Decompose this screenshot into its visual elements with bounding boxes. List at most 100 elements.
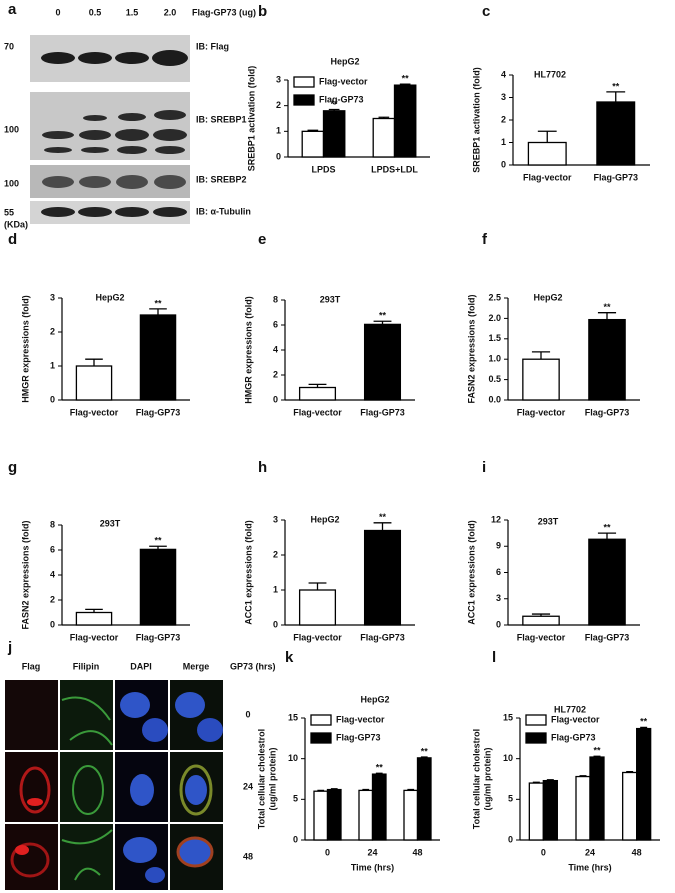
treatment-label: Flag-GP73 (ug): [192, 7, 256, 17]
error-bar: [330, 788, 338, 790]
y-axis-label: Total cellular cholestrol: [471, 729, 481, 829]
panel-label: l: [492, 649, 496, 666]
error-bar: [399, 83, 411, 86]
significance-label: **: [154, 536, 162, 546]
legend-label: Flag-vector: [336, 714, 385, 724]
x-tick-label: Flag-GP73: [593, 172, 638, 182]
y-axis-label: FASN2 expressions (fold): [20, 520, 30, 629]
y-tick-label: 0: [273, 394, 278, 404]
bar: [139, 314, 177, 401]
bar: [622, 771, 638, 841]
significance-label: **: [331, 99, 339, 109]
legend-swatch: [293, 94, 315, 106]
bar: [313, 790, 329, 841]
marker-label: 100: [4, 178, 19, 188]
y-tick-label: 2: [50, 326, 55, 336]
bar: [588, 538, 626, 626]
y-tick-label: 3: [50, 292, 55, 302]
bar: [588, 318, 626, 401]
error-bar: [373, 522, 392, 531]
y-tick-label: 0: [496, 619, 501, 629]
legend-label: Flag-GP73: [336, 732, 381, 742]
y-tick-label: 8: [50, 519, 55, 529]
y-tick-label: 4: [501, 69, 506, 79]
row-label: IB: α-Tubulin: [196, 206, 251, 216]
time-label: 48: [243, 851, 253, 861]
bar: [75, 365, 113, 401]
bar: [589, 756, 605, 841]
y-tick-label: 5: [293, 794, 298, 804]
significance-label: **: [603, 523, 611, 533]
y-tick-label: 12: [491, 514, 501, 524]
error-bar: [307, 129, 319, 132]
error-bar: [626, 771, 634, 773]
y-tick-label: 1: [501, 137, 506, 147]
panel-label: k: [285, 649, 294, 666]
y-tick-label: 10: [503, 753, 513, 763]
error-bar: [579, 775, 587, 777]
x-tick-label: Flag-GP73: [360, 632, 405, 642]
y-tick-label: 0: [501, 159, 506, 169]
panel-label: i: [482, 459, 486, 476]
bar: [322, 110, 346, 158]
marker-label: 100: [4, 124, 19, 134]
error-bar: [546, 779, 554, 781]
panel-label: f: [482, 231, 488, 248]
x-tick-label: Flag-vector: [517, 632, 566, 642]
y-tick-label: 0.5: [488, 374, 501, 384]
y-axis-label: Total cellular cholestrol: [256, 729, 266, 829]
y-tick-label: 0: [50, 394, 55, 404]
y-tick-label: 2: [273, 369, 278, 379]
time-header: GP73 (hrs): [230, 661, 276, 671]
y-tick-label: 1: [276, 126, 281, 136]
bar: [75, 611, 113, 626]
time-label: 0: [245, 709, 250, 719]
bar: [393, 84, 417, 158]
bar: [358, 789, 374, 841]
error-bar: [149, 308, 167, 315]
significance-label: **: [593, 746, 601, 756]
error-bar: [532, 781, 540, 784]
significance-label: **: [376, 763, 384, 773]
x-tick-label: 48: [412, 847, 422, 857]
chart-title: HepG2: [310, 514, 339, 524]
y-tick-label: 2.5: [488, 292, 501, 302]
blot-bands: [42, 175, 186, 189]
x-tick-label: Flag-GP73: [136, 407, 181, 417]
y-tick-label: 0: [273, 619, 278, 629]
dose-label: 1.5: [126, 7, 139, 17]
legend-label: Flag-GP73: [319, 94, 364, 104]
bar: [372, 117, 396, 158]
bar: [298, 386, 337, 401]
bar: [528, 782, 544, 841]
y-tick-label: 4: [50, 569, 55, 579]
bar: [363, 529, 402, 626]
y-tick-label: 1: [273, 584, 278, 594]
x-tick-label: 48: [632, 847, 642, 857]
chart-title: HepG2: [95, 292, 124, 302]
error-bar: [375, 772, 383, 775]
error-bar: [593, 755, 601, 758]
error-bar: [362, 788, 370, 791]
y-tick-label: 3: [273, 514, 278, 524]
column-label: Merge: [183, 661, 210, 671]
significance-label: **: [154, 298, 162, 308]
error-bar: [531, 613, 551, 617]
bar: [371, 773, 387, 841]
row-label: IB: Flag: [196, 41, 229, 51]
bar: [542, 779, 558, 841]
y-tick-label: 2: [50, 594, 55, 604]
y-tick-label: 0: [276, 151, 281, 161]
y-axis-label: ACC1 expressions (fold): [243, 520, 253, 625]
error-bar: [531, 351, 551, 360]
y-tick-label: 1.0: [488, 354, 501, 364]
y-tick-label: 6: [273, 319, 278, 329]
y-axis-label: FASN2 expressions (fold): [466, 294, 476, 403]
x-tick-label: LPDS: [311, 164, 335, 174]
y-tick-label: 3: [501, 92, 506, 102]
legend-swatch: [525, 732, 547, 744]
error-bar: [317, 789, 325, 792]
error-bar: [407, 788, 415, 791]
